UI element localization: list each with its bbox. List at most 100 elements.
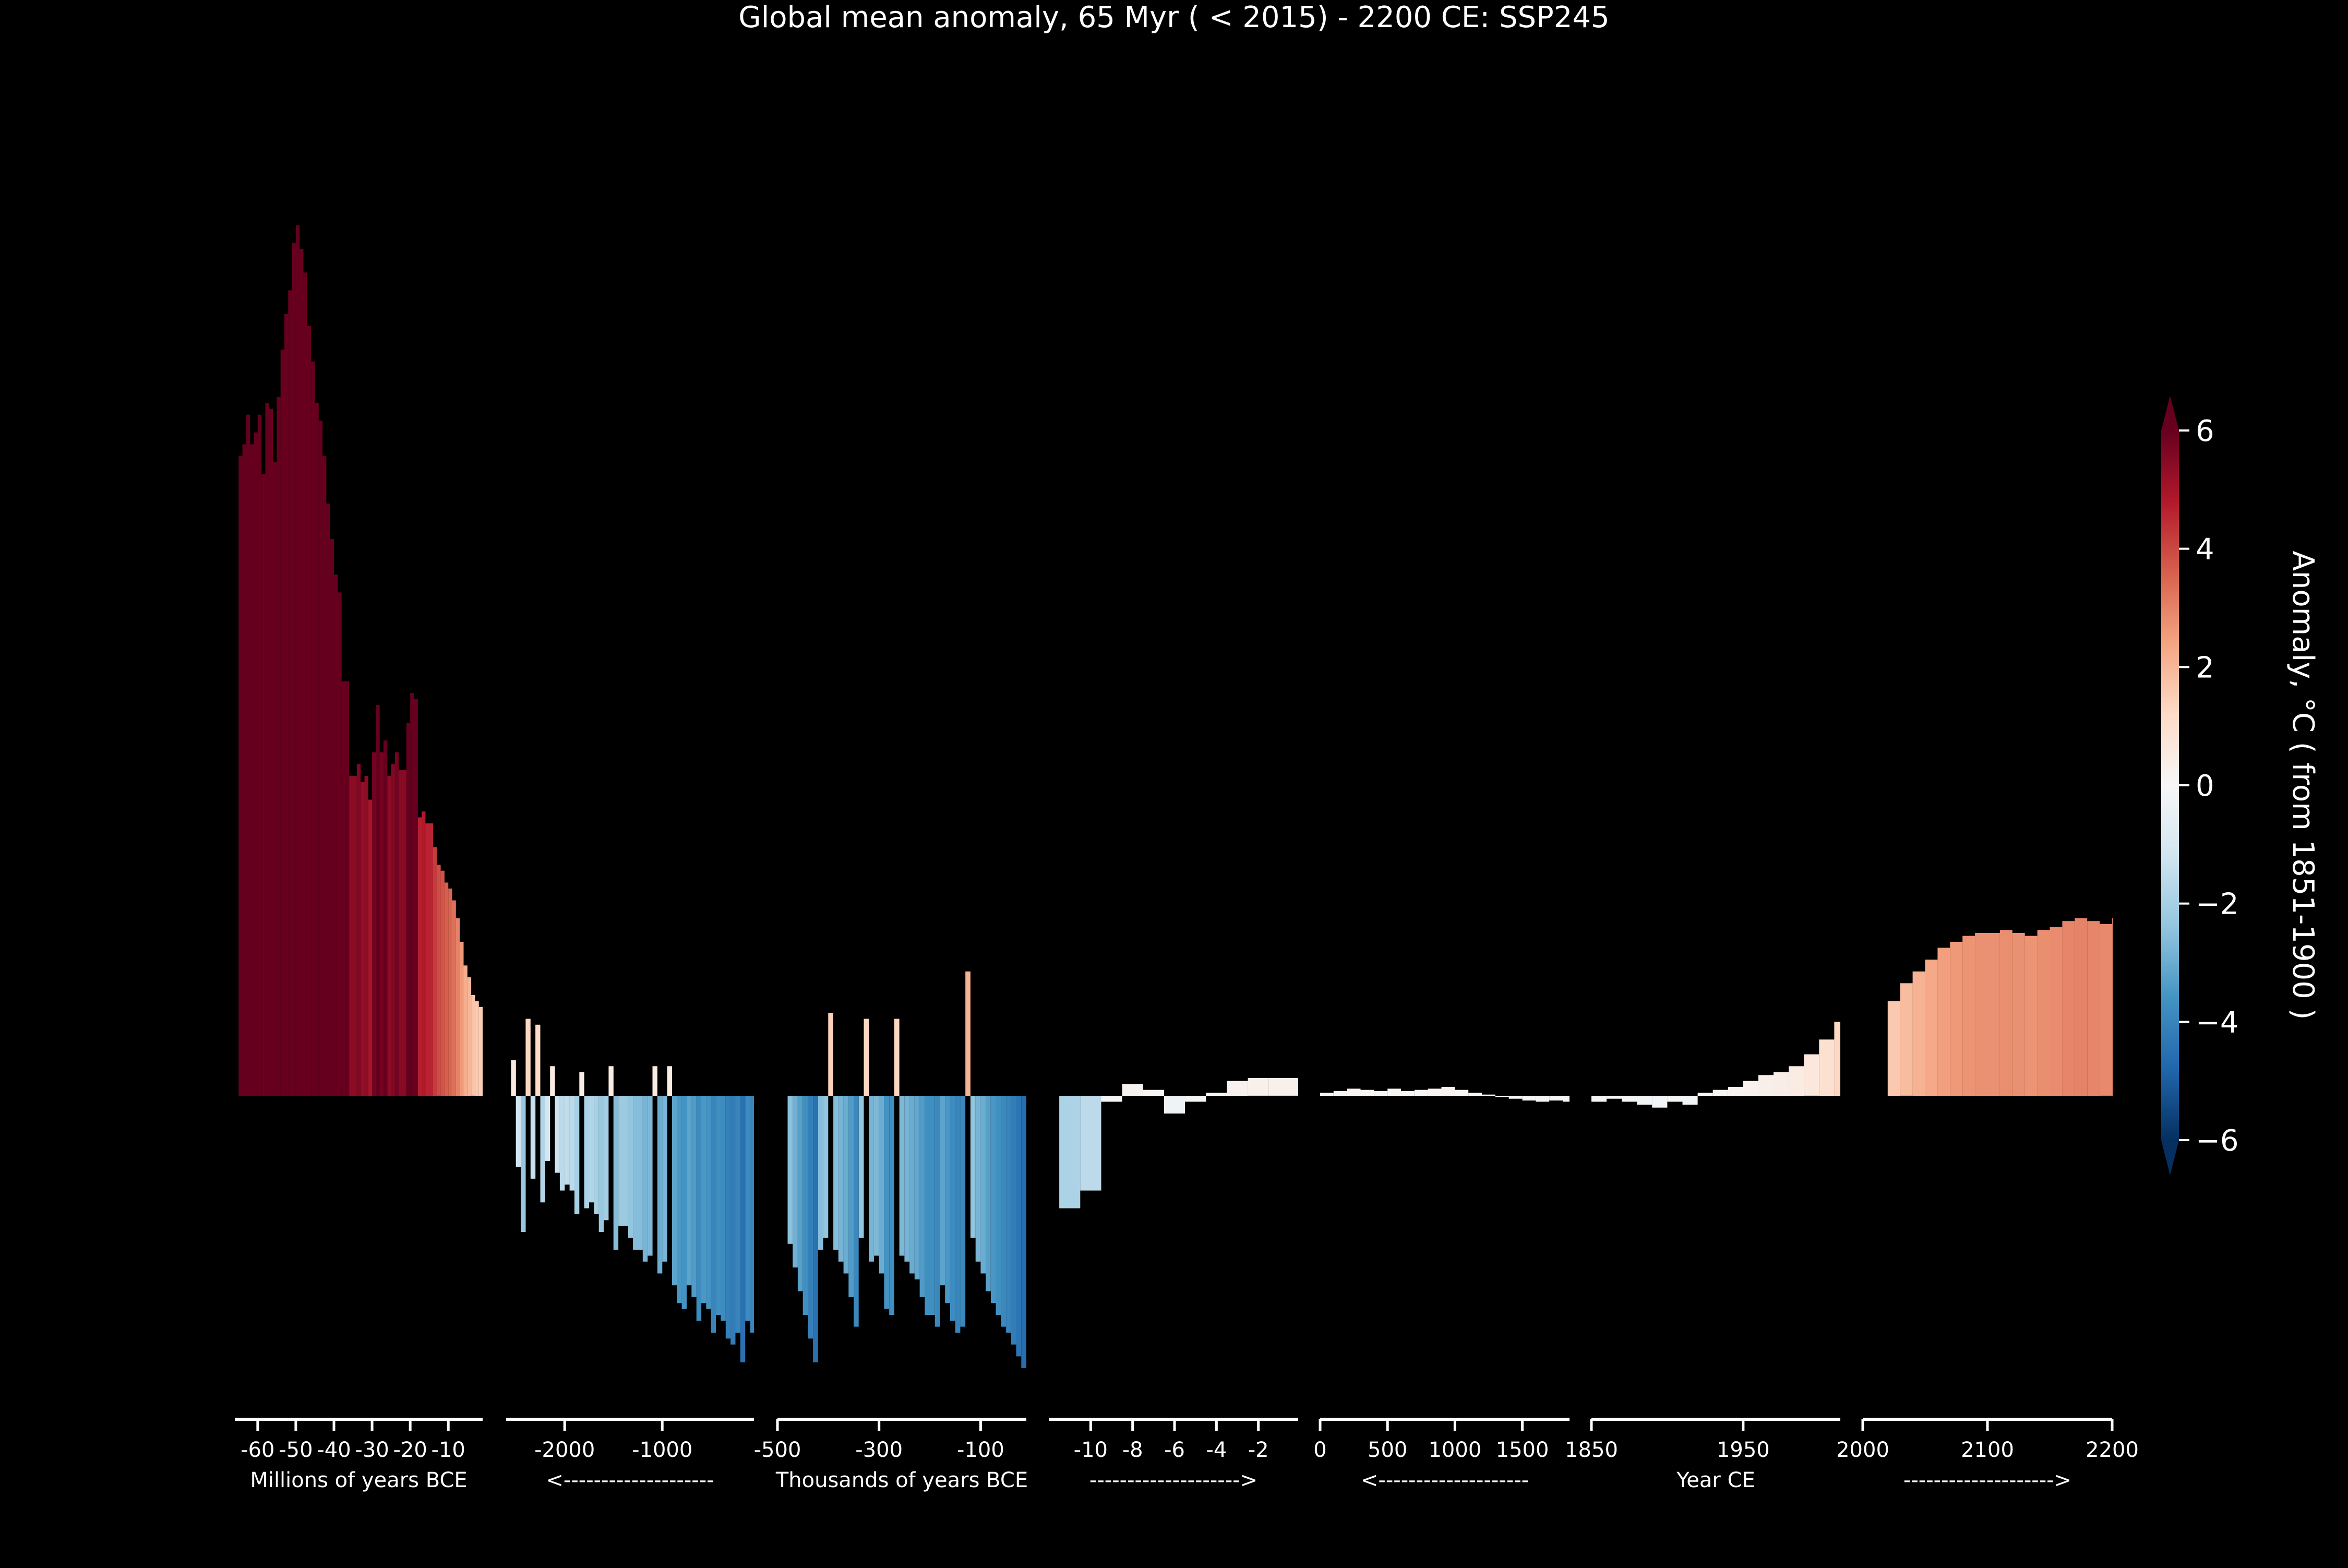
bar — [330, 539, 334, 1096]
bar — [996, 1096, 1001, 1315]
bar — [2050, 927, 2063, 1096]
bar — [414, 699, 418, 1096]
bar — [638, 1096, 643, 1250]
bar — [884, 1096, 890, 1309]
bar — [904, 1096, 910, 1262]
bar — [965, 971, 971, 1096]
bar — [945, 1096, 950, 1303]
bar — [750, 1096, 754, 1333]
bar — [1227, 1081, 1248, 1096]
bar — [725, 1096, 731, 1339]
bar — [1887, 1001, 1900, 1096]
bar — [793, 1096, 798, 1268]
bar — [940, 1096, 945, 1286]
bar — [1360, 1090, 1374, 1096]
bar — [1016, 1096, 1022, 1357]
bar — [1185, 1096, 1206, 1102]
bar — [368, 799, 373, 1096]
bar — [889, 1096, 894, 1315]
bar — [716, 1096, 721, 1315]
tick-label: 500 — [1368, 1438, 1407, 1462]
bar — [1925, 960, 1938, 1096]
bar — [326, 504, 330, 1096]
bar — [292, 243, 296, 1096]
tick-label: 1950 — [1717, 1438, 1770, 1462]
panel-thousands-bce-b — [787, 971, 1026, 1369]
bar — [598, 1096, 604, 1232]
bar — [1834, 1022, 1840, 1096]
colorbar-tick-label: −2 — [2196, 888, 2239, 921]
x-axis-years-ce-c: 2000 2100 2200 --------------------> — [1836, 1418, 2139, 1492]
bar — [909, 1096, 915, 1274]
panel-thousands-bce-c — [1059, 1078, 1298, 1208]
bar — [345, 681, 350, 1096]
bar — [950, 1096, 955, 1321]
colorbar-tick-label: 4 — [2196, 533, 2214, 567]
tick-label: -4 — [1206, 1438, 1227, 1462]
bar — [372, 752, 376, 1096]
colorbar-tick-label: 0 — [2196, 769, 2214, 803]
axis-sublabel: --------------------> — [1903, 1468, 2071, 1492]
tick-label: 2200 — [2086, 1438, 2139, 1462]
bar — [452, 900, 456, 1096]
bar — [1987, 932, 2000, 1096]
bar — [307, 326, 312, 1096]
bar — [238, 456, 243, 1096]
axis-sublabel: Millions of years BCE — [250, 1468, 467, 1492]
bar — [574, 1096, 580, 1214]
bar — [1804, 1054, 1819, 1096]
bar — [334, 574, 338, 1096]
bar — [565, 1096, 570, 1185]
tick-label: -10 — [1074, 1438, 1108, 1462]
bar — [384, 740, 388, 1096]
bar — [1774, 1072, 1789, 1096]
bar — [823, 1096, 829, 1238]
bar — [628, 1096, 633, 1238]
bar — [1374, 1091, 1388, 1096]
bar — [584, 1096, 589, 1208]
x-axis-thousands-bce-b: -500 -300 -100 Thousands of years BCE — [754, 1418, 1028, 1492]
panel-years-ce-a — [1320, 1087, 1570, 1102]
bar — [1712, 1090, 1728, 1096]
bar — [677, 1096, 682, 1303]
bar — [1059, 1096, 1081, 1208]
bar — [1937, 948, 1950, 1096]
bar — [277, 397, 281, 1096]
bar — [1508, 1096, 1523, 1099]
bar — [711, 1096, 716, 1333]
tick-label: -1000 — [632, 1438, 692, 1462]
bar — [555, 1096, 560, 1173]
bar — [511, 1060, 516, 1096]
bar — [569, 1096, 574, 1191]
panel-years-ce-b — [1591, 1022, 1840, 1108]
bar — [1021, 1096, 1026, 1369]
bar — [402, 770, 406, 1096]
bar — [843, 1096, 849, 1274]
bar — [315, 403, 319, 1096]
bar — [540, 1096, 545, 1203]
bar — [701, 1096, 706, 1303]
bar — [437, 865, 441, 1096]
bar — [1637, 1096, 1652, 1105]
bar — [879, 1096, 884, 1274]
bar — [854, 1096, 859, 1327]
bar — [681, 1096, 687, 1309]
bar — [623, 1096, 628, 1226]
bar — [970, 1096, 976, 1238]
bar — [1289, 1078, 1298, 1096]
bar — [735, 1096, 740, 1333]
bar — [662, 1096, 667, 1262]
bar — [559, 1096, 565, 1191]
tick-label: -60 — [241, 1438, 274, 1462]
bar — [440, 870, 445, 1096]
bar — [1789, 1066, 1804, 1096]
x-axis-thousands-bce-a: -2000 -1000 <-------------------- — [506, 1418, 754, 1492]
tick-label: -6 — [1164, 1438, 1185, 1462]
bar — [618, 1096, 624, 1226]
bar — [391, 764, 395, 1096]
bar — [2012, 932, 2025, 1096]
bar — [460, 941, 464, 1096]
bar — [730, 1096, 736, 1345]
colorbar: 6 4 2 0 −2 −4 −6 Anomaly, °C ( from 1851-1900 … — [2161, 396, 2320, 1175]
